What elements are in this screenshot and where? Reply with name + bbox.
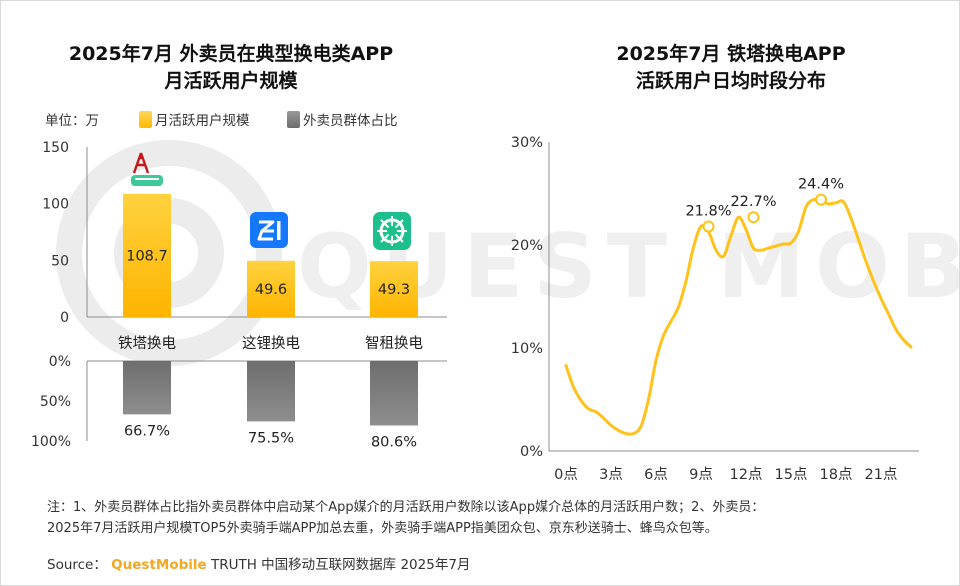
line-y-tick-label: 20% bbox=[511, 238, 543, 254]
bar-share bbox=[123, 361, 171, 415]
line-x-tick-label: 6点 bbox=[644, 466, 668, 483]
legend-share-label: 外卖员群体占比 bbox=[303, 113, 398, 129]
footnote-line1: 注：1、外卖员群体占比指外卖员群体中启动某个App媒介的月活跃用户数除以该App… bbox=[47, 500, 765, 515]
bar-mau bbox=[247, 260, 295, 317]
tower-logo-badge bbox=[131, 175, 163, 186]
line-highlight-point bbox=[702, 220, 715, 233]
share-y-tick-label: 100% bbox=[31, 434, 71, 450]
line-y-tick-label: 0% bbox=[520, 444, 543, 460]
line-x-tick-label: 18点 bbox=[820, 466, 853, 483]
tower-logo-icon bbox=[131, 152, 163, 186]
line-y-tick-label: 30% bbox=[511, 135, 543, 151]
right-chart: 0% 10% 20% 30% 0点 3点 6点 9点 12点 15点 18点 21点 21.8%22.7… bbox=[511, 135, 919, 483]
bar-share bbox=[370, 361, 418, 426]
source-label: Source： bbox=[47, 557, 107, 573]
line-highlight-label: 24.4% bbox=[798, 177, 844, 193]
y-tick-label: 100 bbox=[42, 197, 69, 213]
bar-mau-value-label: 49.6 bbox=[255, 282, 287, 298]
line-x-tick-label: 9点 bbox=[689, 466, 713, 483]
line-highlight-point bbox=[815, 193, 827, 206]
legend-bar-label: 月活跃用户规模 bbox=[155, 113, 250, 129]
bar-share-value-label: 75.5% bbox=[248, 430, 294, 446]
right-chart-title-line1: 2025年7月 铁塔换电APP bbox=[616, 43, 846, 65]
share-y-tick-label: 0% bbox=[49, 354, 71, 370]
left-chart-title-line2: 月活跃用户规模 bbox=[164, 70, 298, 92]
zheli-logo-mark bbox=[257, 220, 275, 241]
category-label: 智租换电 bbox=[365, 335, 423, 352]
line-x-tick-label: 0点 bbox=[554, 466, 578, 483]
unit-label: 单位：万 bbox=[45, 113, 99, 129]
y-tick-label: 150 bbox=[42, 140, 69, 156]
zhizu-logo-icon bbox=[373, 212, 411, 250]
left-chart: 0 50 100 150 108.7 铁塔换电 49.6 这锂换电 49.3 智租换电 0% 50%… bbox=[31, 140, 447, 450]
line-x-tick-label: 21点 bbox=[865, 466, 898, 483]
footnote: 注：1、外卖员群体占比指外卖员群体中启动某个App媒介的月活跃用户数除以该App… bbox=[47, 497, 764, 539]
legend-share-swatch bbox=[287, 111, 300, 128]
footnote-line2: 2025年7月活跃用户规模TOP5外卖骑手端APP加总去重，外卖骑手端APP指美… bbox=[47, 521, 718, 536]
tower-logo-mark bbox=[132, 152, 150, 174]
right-chart-title-line2: 活跃用户日均时段分布 bbox=[635, 70, 826, 92]
bar-share-value-label: 66.7% bbox=[124, 423, 170, 439]
zheli-logo-icon bbox=[250, 212, 288, 248]
zhizu-logo-core bbox=[387, 226, 397, 236]
legend-bar-swatch bbox=[139, 111, 152, 128]
line-x-tick-label: 15点 bbox=[775, 466, 808, 483]
line-x-tick-label: 12点 bbox=[730, 466, 763, 483]
bar-mau-value-label: 49.3 bbox=[378, 282, 410, 298]
tower-logo-badge-stripe bbox=[135, 178, 159, 180]
bar-share bbox=[247, 361, 295, 422]
category-label: 这锂换电 bbox=[242, 335, 300, 352]
right-chart-title: 2025年7月 铁塔换电APP 活跃用户日均时段分布 bbox=[541, 41, 921, 95]
bar-mau-value-label: 108.7 bbox=[126, 248, 168, 264]
source-line: Source： QuestMobile TRUTH 中国移动互联网数据库 202… bbox=[47, 553, 470, 573]
zheli-logo-bar bbox=[277, 221, 281, 240]
line-series bbox=[564, 197, 913, 436]
source-brand: QuestMobile bbox=[111, 557, 207, 573]
line-highlight-point bbox=[747, 211, 760, 224]
left-chart-title-line1: 2025年7月 外卖员在典型换电类APP bbox=[68, 43, 394, 65]
source-rest: TRUTH 中国移动互联网数据库 2025年7月 bbox=[210, 557, 471, 573]
bar-mau bbox=[123, 193, 171, 317]
y-tick-label: 0 bbox=[60, 310, 69, 326]
share-y-tick-label: 50% bbox=[40, 394, 71, 410]
bar-mau bbox=[370, 261, 418, 317]
category-label: 铁塔换电 bbox=[118, 335, 176, 352]
left-chart-title: 2025年7月 外卖员在典型换电类APP 月活跃用户规模 bbox=[41, 41, 421, 95]
line-x-tick-label: 3点 bbox=[599, 466, 623, 483]
line-highlight-label: 22.7% bbox=[730, 194, 776, 210]
y-tick-label: 50 bbox=[51, 253, 69, 269]
bar-share-value-label: 80.6% bbox=[371, 434, 417, 450]
line-highlight-label: 21.8% bbox=[685, 203, 731, 219]
line-y-tick-label: 10% bbox=[511, 341, 543, 357]
